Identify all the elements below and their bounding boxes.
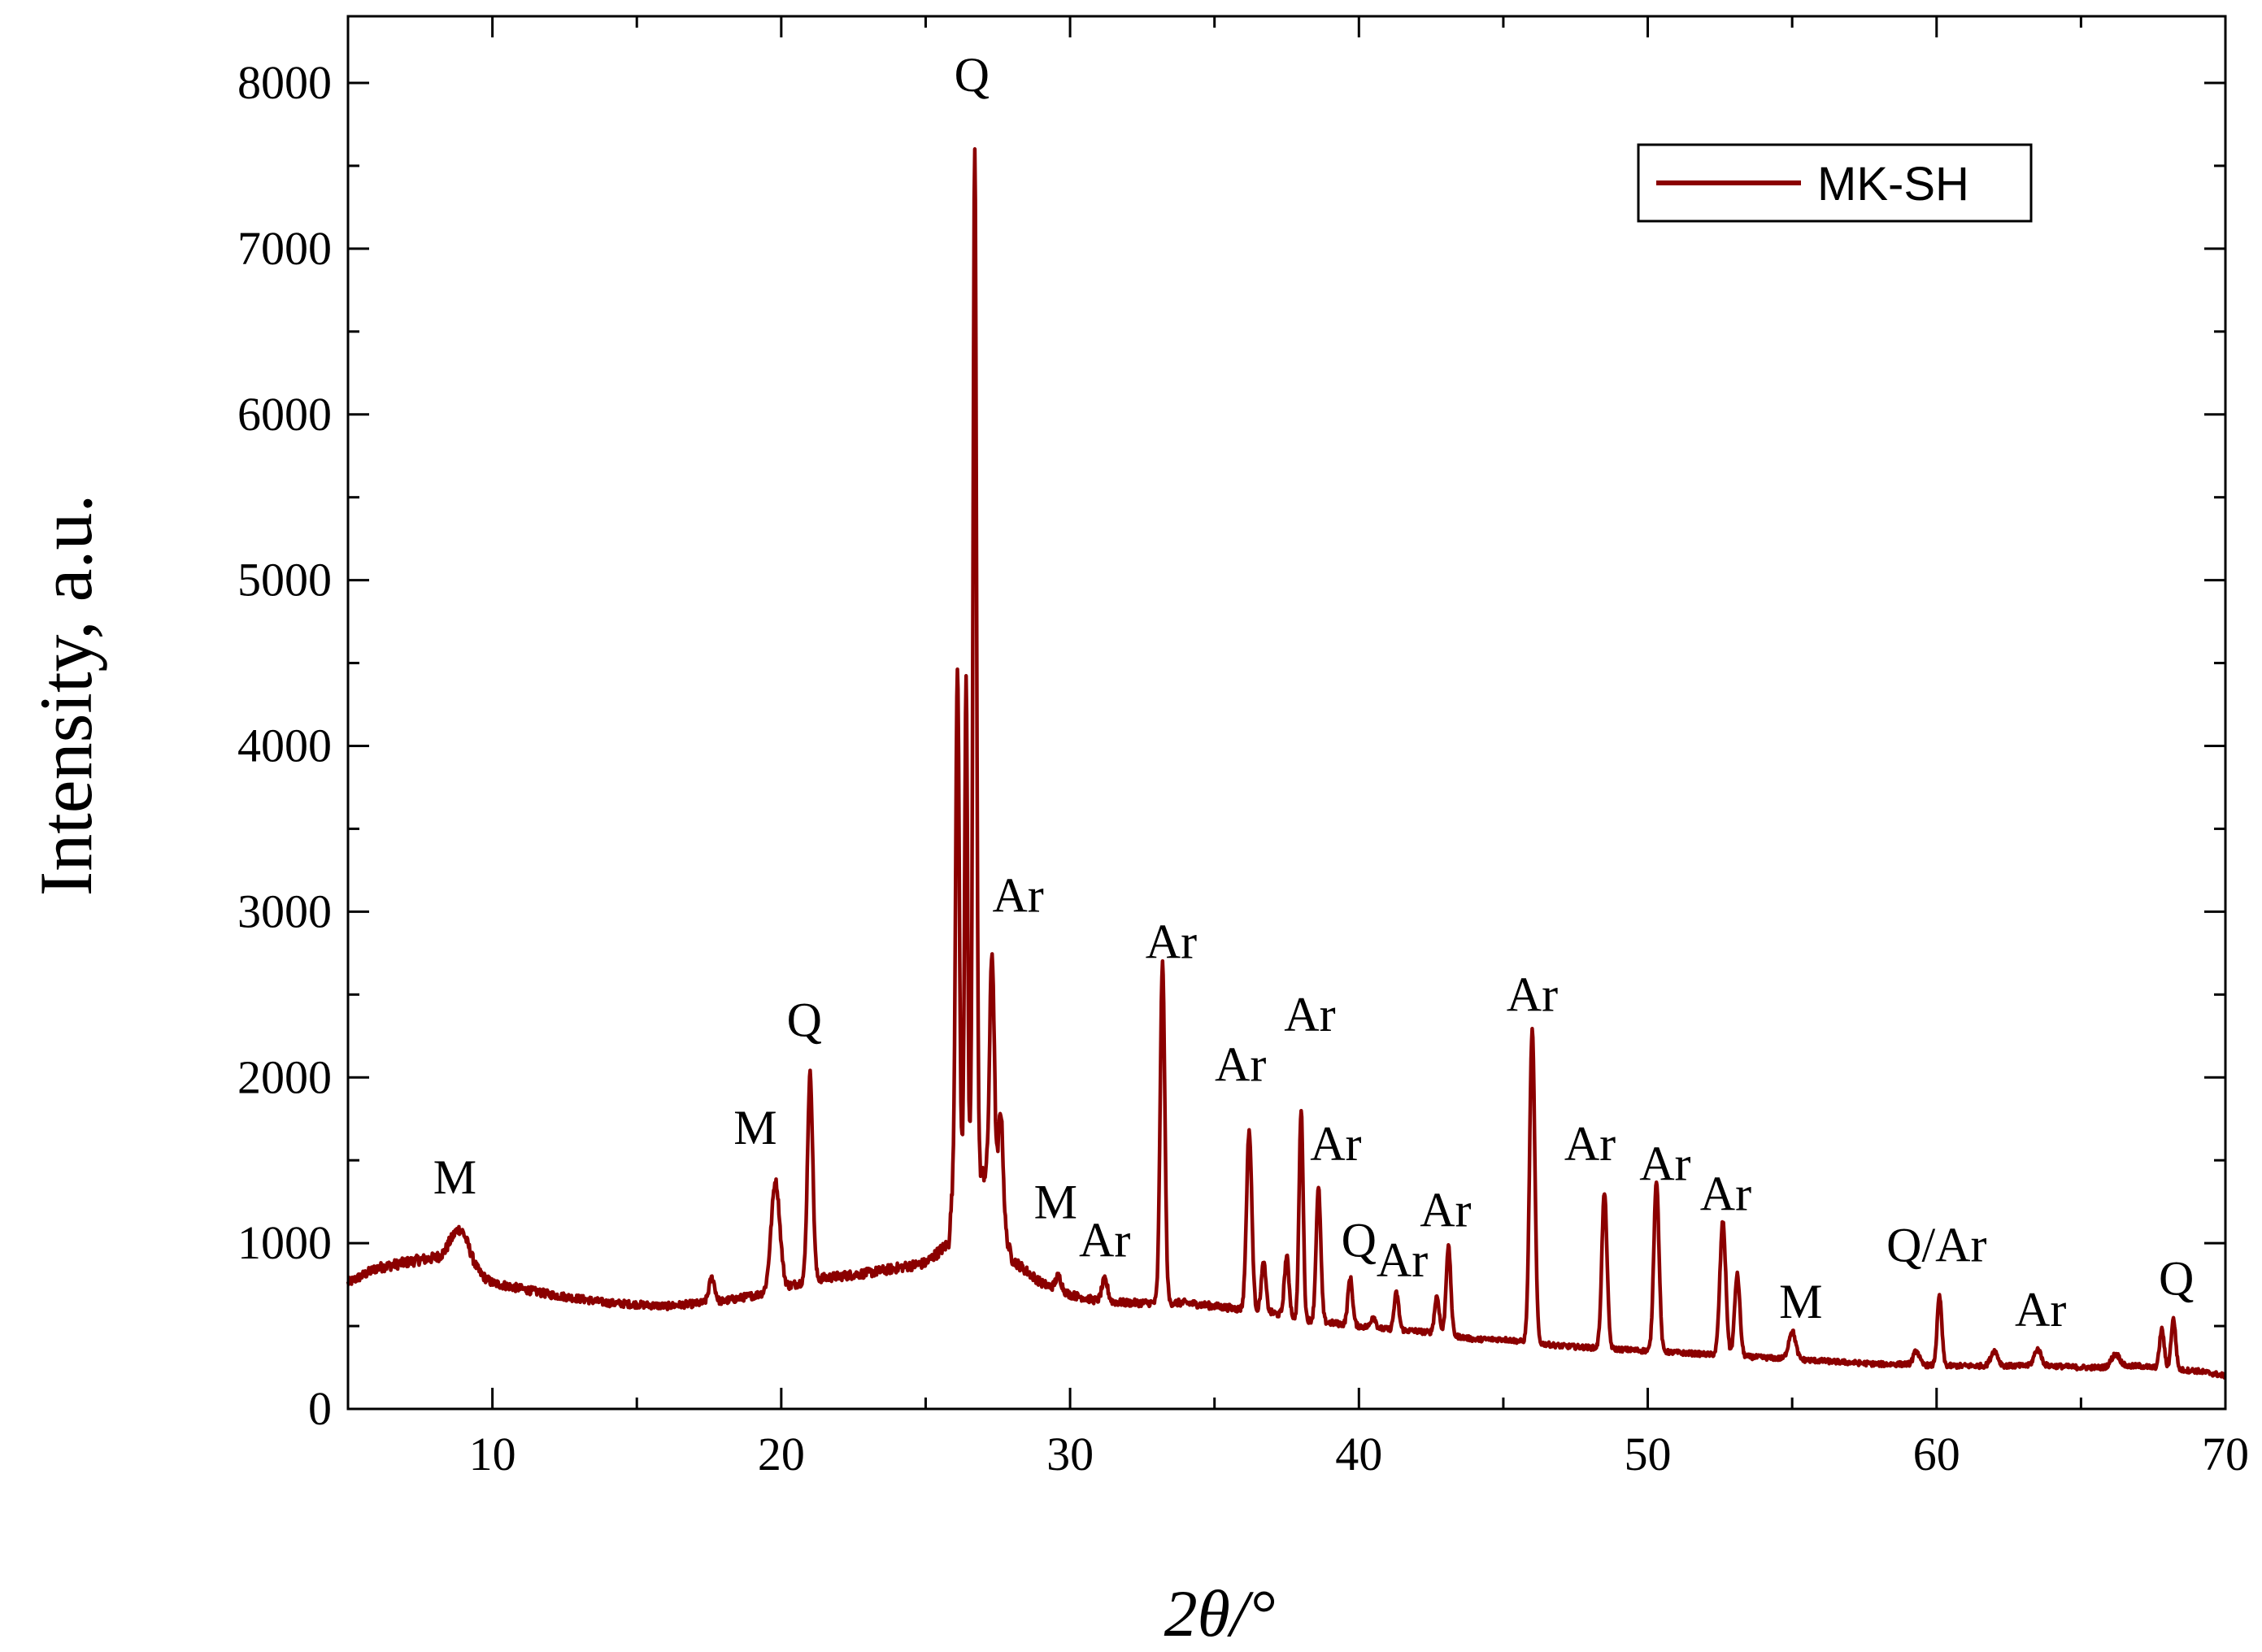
peak-label: Ar	[1079, 1213, 1130, 1267]
peak-label: M	[733, 1101, 776, 1154]
x-tick-label: 20	[758, 1428, 805, 1480]
peak-label: Q	[787, 993, 822, 1046]
y-tick-label: 6000	[237, 388, 332, 441]
peak-label: Ar	[1146, 915, 1197, 968]
axes: 10 20 30 40 50 60 70 0 1000 2000 3000 4000 5000 6000 7…	[237, 15, 2249, 1480]
plot-frame	[346, 15, 2227, 1411]
peak-label: M	[433, 1150, 476, 1204]
peak-label: Ar	[1507, 968, 1558, 1022]
x-tick-label: 50	[1625, 1428, 1672, 1480]
y-tick-label: 4000	[237, 719, 332, 772]
y-tick-label: 7000	[237, 222, 332, 275]
peak-label: Ar	[992, 868, 1043, 922]
y-tick-label: 5000	[237, 554, 332, 606]
y-tick-label: 0	[308, 1382, 332, 1435]
y-tick-label: 1000	[237, 1216, 332, 1269]
peak-label: Ar	[1284, 988, 1335, 1041]
x-tick-label: 40	[1335, 1428, 1382, 1480]
series-line-mk-sh	[346, 147, 2227, 1380]
peak-label: Ar	[1215, 1037, 1266, 1091]
peak-label: Ar	[1700, 1167, 1751, 1220]
y-tick-label: 3000	[237, 885, 332, 937]
series-layer	[346, 147, 2227, 1380]
x-tick-label: 30	[1046, 1428, 1094, 1480]
x-axis-title: 2θ/°	[1164, 1576, 1276, 1650]
x-tick-label: 10	[469, 1428, 516, 1480]
y-axis-title: Intensity, a.u.	[24, 494, 107, 897]
peak-label: Ar	[1310, 1117, 1361, 1171]
y-tick-label: 8000	[237, 56, 332, 109]
legend-label-mk-sh: MK-SH	[1817, 158, 1969, 211]
legend: MK-SH	[1637, 143, 2033, 223]
y-tick-label: 2000	[237, 1050, 332, 1103]
peak-label: Q	[955, 48, 990, 102]
peak-label: Ar	[1564, 1117, 1616, 1171]
x-tick-label: 70	[2202, 1428, 2249, 1480]
peak-label: Ar	[1377, 1233, 1428, 1287]
peak-label: Q/Ar	[1886, 1219, 1986, 1272]
x-tick-label: 60	[1913, 1428, 1960, 1480]
peak-label: Ar	[1420, 1184, 1471, 1237]
peak-label: Ar	[2015, 1283, 2066, 1337]
peak-label: Ar	[1639, 1137, 1690, 1191]
peak-label: Q	[1342, 1213, 1377, 1267]
peak-label: M	[1034, 1176, 1077, 1229]
peak-label: Q	[2159, 1251, 2194, 1305]
peak-label: M	[1779, 1275, 1822, 1328]
